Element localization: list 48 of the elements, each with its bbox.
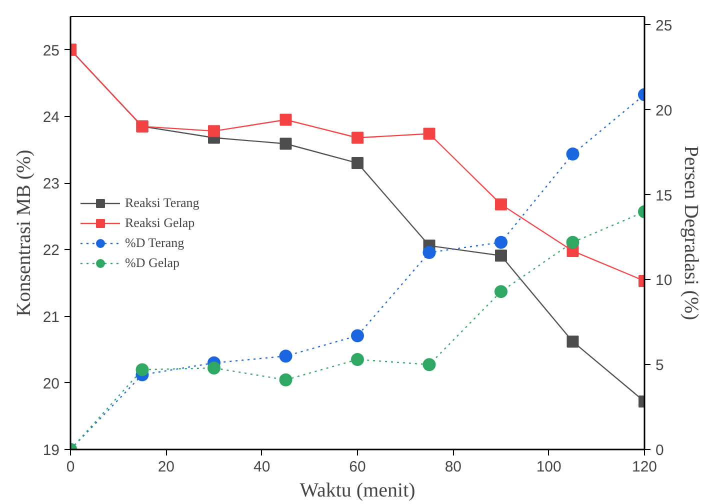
legend-label: %D Terang (125, 234, 184, 250)
point (495, 250, 507, 262)
y2-tick-label: 20 (656, 102, 672, 120)
y2-tick-label: 5 (656, 357, 664, 374)
y2-tick-label: 10 (656, 272, 672, 290)
point (422, 358, 436, 372)
y-tick-label: 19 (42, 442, 60, 459)
y-tick-label: 23 (42, 176, 60, 193)
y-tick-label: 20 (42, 375, 60, 392)
legend-label: Reaksi Gelap (125, 214, 195, 230)
y-axis-title: Konsentrasi MB (%) (12, 150, 35, 316)
y2-tick-label: 15 (656, 187, 672, 204)
point (279, 350, 292, 363)
point (566, 236, 580, 249)
point (494, 285, 508, 298)
y2-tick-label: 25 (656, 17, 672, 34)
point (351, 329, 364, 342)
x-tick-label: 40 (253, 458, 270, 476)
point (422, 246, 436, 260)
point (495, 198, 507, 210)
point (208, 125, 220, 138)
point (352, 132, 364, 144)
x-tick-label: 60 (349, 458, 366, 476)
y-tick-label: 25 (42, 42, 60, 60)
point (566, 336, 579, 348)
y-tick-label: 21 (42, 308, 60, 326)
x-tick-label: 120 (632, 458, 658, 476)
legend-label: Reaksi Terang (125, 194, 200, 210)
x-tick-label: 80 (444, 458, 462, 476)
y2-tick-label: 0 (656, 442, 664, 459)
point (136, 363, 149, 376)
point (280, 138, 292, 150)
point (280, 114, 292, 126)
y-tick-label: 22 (42, 242, 60, 260)
point (279, 373, 292, 386)
x-tick-label: 0 (66, 458, 75, 476)
y2-axis-title: Persen Degradasi (%) (680, 146, 702, 320)
point (494, 236, 508, 249)
point (352, 157, 364, 170)
y-tick-label: 24 (42, 108, 60, 126)
x-tick-label: 20 (158, 458, 175, 476)
point (208, 362, 220, 374)
x-axis-title: Waktu (menit) (300, 480, 416, 502)
legend-label: %D Gelap (125, 254, 180, 270)
point (351, 353, 364, 366)
x-tick-label: 100 (536, 458, 562, 476)
point (566, 148, 580, 161)
point (423, 128, 436, 140)
